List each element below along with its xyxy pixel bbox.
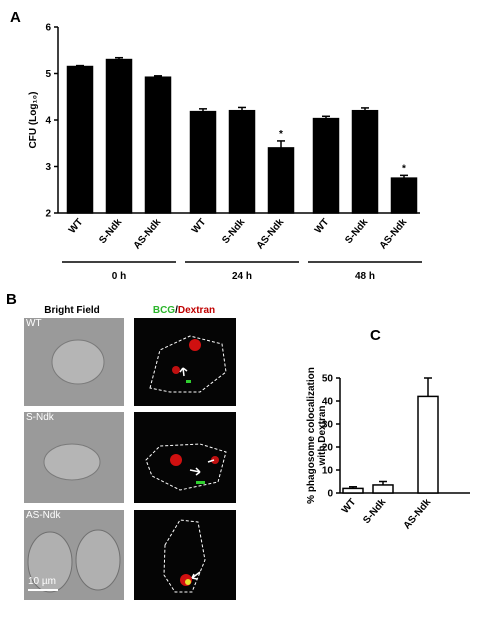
bar <box>105 58 133 214</box>
dextran-spot <box>189 339 201 351</box>
bar <box>267 147 295 214</box>
dextran-spot <box>211 456 219 464</box>
y-tick-label: 10 <box>322 466 334 477</box>
row-label: WT <box>26 318 42 329</box>
dextran-spot <box>170 454 182 466</box>
bar <box>66 65 94 214</box>
x-tick-label: AS-Ndk <box>378 217 410 252</box>
row-label: S-Ndk <box>26 412 55 423</box>
y-tick-label: 50 <box>322 374 334 385</box>
title-part: Dextran <box>178 305 215 316</box>
group-label: 48 h <box>355 271 375 282</box>
arrow <box>179 367 188 377</box>
y-tick-label: 40 <box>322 397 334 408</box>
y-tick-label: 20 <box>322 443 334 454</box>
y-tick-label: 2 <box>45 209 51 220</box>
panel-label: B <box>6 291 17 308</box>
bar <box>189 110 217 214</box>
fluorescence-image <box>134 412 236 503</box>
bcg-spot <box>185 579 191 585</box>
bar <box>417 395 439 494</box>
fluorescence-image <box>134 318 236 406</box>
y-axis-label: % phagosome colocalization <box>306 367 317 504</box>
bar <box>228 109 256 214</box>
y-tick-label: 4 <box>45 116 51 127</box>
x-tick-label: S-Ndk <box>220 217 247 247</box>
x-tick-label: S-Ndk <box>97 217 124 247</box>
x-tick-label: S-Ndk <box>343 217 370 247</box>
column-title: BCG/Dextran <box>153 305 215 316</box>
bcg-spot <box>196 481 205 484</box>
scale-bar-label: 10 µm <box>28 576 56 587</box>
cell <box>27 531 73 593</box>
x-tick-label: WT <box>340 497 358 516</box>
x-tick-label: WT <box>313 217 331 236</box>
y-tick-label: 6 <box>45 23 51 34</box>
x-tick-label: WT <box>190 217 208 236</box>
x-tick-label: AS-Ndk <box>132 217 164 252</box>
y-tick-label: 5 <box>45 69 51 80</box>
cell <box>75 529 121 591</box>
title-part: / <box>175 305 178 316</box>
y-axis-label: CFU (Log₁₀) <box>28 92 39 149</box>
title-part: BCG <box>153 305 175 316</box>
arrow <box>189 459 215 476</box>
bcg-spot <box>186 380 191 383</box>
x-tick-label: WT <box>67 217 85 236</box>
fluorescence-image <box>134 510 236 600</box>
row-label: AS-Ndk <box>26 510 61 521</box>
significance-mark: * <box>279 129 283 140</box>
cell <box>51 339 105 385</box>
bar <box>390 177 418 214</box>
bar <box>312 117 340 214</box>
bar <box>372 484 394 494</box>
cell-outline <box>149 335 227 393</box>
bar <box>351 109 379 214</box>
cell <box>43 443 101 481</box>
cell-outline <box>145 443 227 491</box>
group-label: 0 h <box>112 271 126 282</box>
y-tick-label: 0 <box>327 489 333 500</box>
y-tick-label: 30 <box>322 420 334 431</box>
arrow <box>191 571 201 580</box>
dextran-spot <box>172 366 180 374</box>
x-tick-label: AS-Ndk <box>402 497 434 532</box>
panel-label: C <box>370 327 381 344</box>
panel-label: A <box>10 9 21 26</box>
cell-outline <box>163 519 206 593</box>
y-axis-label: with Dextran <box>317 405 328 466</box>
significance-mark: * <box>402 163 406 174</box>
bar <box>342 487 364 494</box>
bar <box>144 76 172 214</box>
column-title: Bright Field <box>44 305 100 316</box>
x-tick-label: AS-Ndk <box>255 217 287 252</box>
x-tick-label: S-Ndk <box>361 497 388 527</box>
y-tick-label: 3 <box>45 162 51 173</box>
panel-b: B Bright Field BCG/Dextran 10 µm WT S-Nd <box>6 291 236 600</box>
group-label: 24 h <box>232 271 252 282</box>
